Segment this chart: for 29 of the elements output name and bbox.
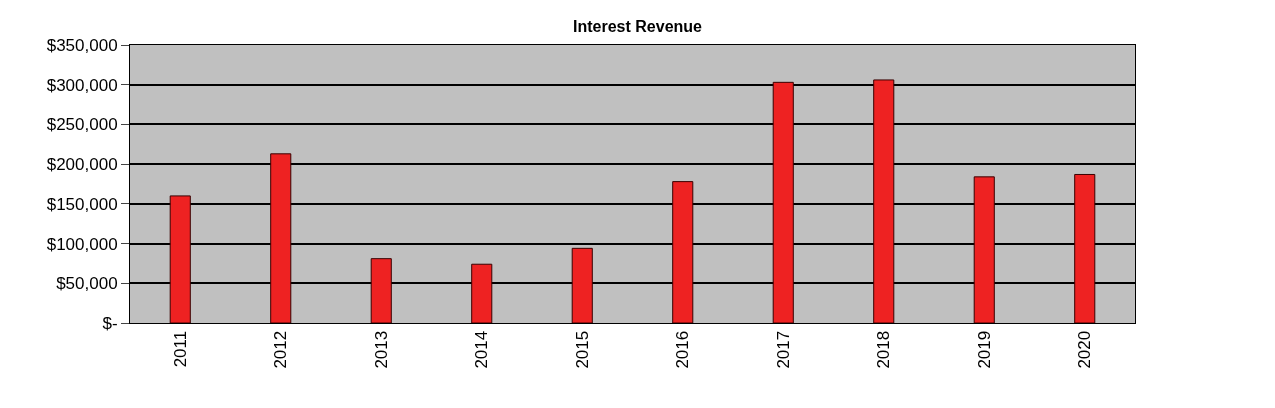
y-tick-label: $250,000 <box>46 115 118 135</box>
bar <box>370 258 392 323</box>
y-tick-label: $100,000 <box>46 234 118 254</box>
bar <box>772 81 794 323</box>
x-tick-label: 2014 <box>472 330 492 369</box>
bar <box>270 153 292 323</box>
bar <box>973 176 995 323</box>
x-tick-label: 2011 <box>170 330 190 368</box>
y-tick-label: $- <box>102 313 118 333</box>
y-tick-label: $150,000 <box>46 194 118 214</box>
bar <box>1074 173 1096 323</box>
x-tick-label: 2018 <box>874 330 894 369</box>
x-tick-label: 2017 <box>773 330 793 369</box>
bar <box>471 263 493 323</box>
y-tick-label: $300,000 <box>46 75 118 95</box>
bar <box>169 195 191 323</box>
y-tick-label: $350,000 <box>46 35 118 55</box>
x-tick-label: 2020 <box>1075 330 1095 369</box>
bar <box>571 247 593 323</box>
x-tick-label: 2013 <box>371 330 391 369</box>
x-tick-label: 2019 <box>974 330 994 369</box>
y-tick-label: $200,000 <box>46 155 118 175</box>
x-tick-label: 2016 <box>673 330 693 369</box>
bar <box>873 79 895 323</box>
y-tick-label: $50,000 <box>56 274 118 294</box>
chart-title: Interest Revenue <box>573 17 703 35</box>
x-tick-label: 2015 <box>572 330 592 369</box>
x-tick-label: 2012 <box>271 330 291 369</box>
bar <box>672 181 694 323</box>
